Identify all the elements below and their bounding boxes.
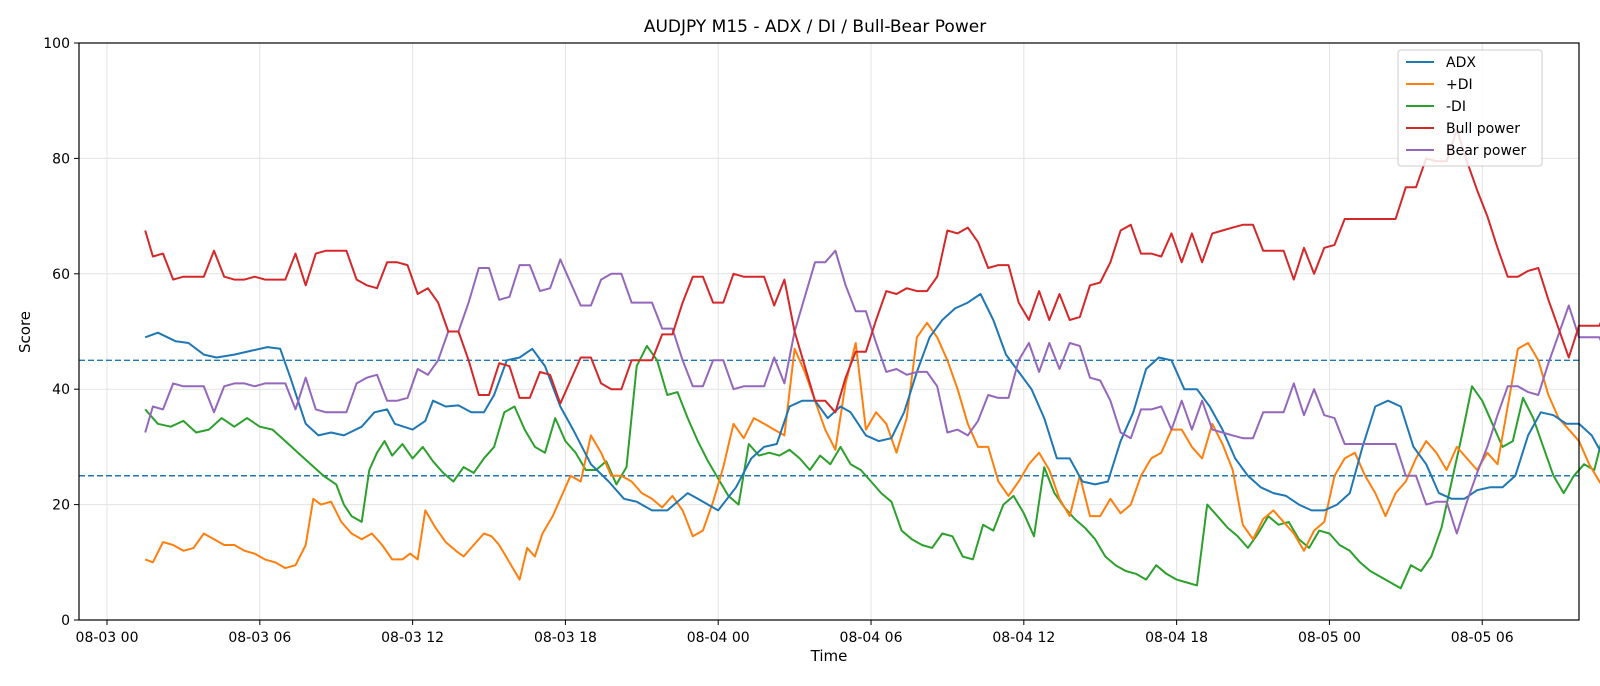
y-tick-label: 100 [43, 36, 70, 52]
x-tick-label: 08-05 06 [1451, 630, 1514, 646]
x-tick-label: 08-04 12 [992, 630, 1055, 646]
reference-lines [79, 359, 1579, 477]
x-tick-label: 08-03 00 [76, 630, 139, 646]
series-line--di [144, 321, 1600, 581]
y-tick-label: 60 [52, 267, 70, 283]
x-tick-label: 08-03 18 [534, 630, 597, 646]
series-layer [144, 128, 1600, 590]
x-tick-label: 08-04 06 [840, 630, 903, 646]
series-line-adx [144, 293, 1600, 512]
x-axis-ticks: 08-03 00 08-03 06 08-03 12 08-03 18 08-04 00… [76, 620, 1514, 646]
legend-box [1397, 49, 1543, 167]
y-axis-title: Score [16, 311, 34, 353]
legend-label: Bear power [1446, 143, 1527, 159]
series-line-bull-power [144, 128, 1600, 414]
x-tick-label: 08-04 00 [687, 630, 750, 646]
x-tick-label: 08-03 12 [381, 630, 444, 646]
y-axis-ticks: 0 20 40 60 80 100 [43, 36, 79, 629]
legend-label: +DI [1446, 77, 1473, 93]
y-tick-label: 80 [52, 151, 70, 167]
y-tick-label: 20 [52, 498, 70, 514]
legend-label: ADX [1446, 55, 1476, 71]
plot-frame [78, 42, 1580, 621]
y-tick-label: 0 [61, 613, 70, 629]
y-tick-label: 40 [52, 382, 70, 398]
legend-label: Bull power [1446, 121, 1520, 137]
series-line--di [144, 344, 1600, 590]
x-tick-label: 08-03 06 [228, 630, 291, 646]
legend-label: -DI [1446, 99, 1466, 115]
legend: ADX +DI -DI Bull power Bear power [1397, 49, 1543, 167]
grid [79, 42, 1579, 621]
x-tick-label: 08-04 18 [1145, 630, 1208, 646]
x-tick-label: 08-05 00 [1298, 630, 1361, 646]
series-line-bear-power [144, 249, 1600, 535]
chart-title: AUDJPY M15 - ADX / DI / Bull-Bear Power [644, 17, 986, 37]
x-axis-title: Time [810, 647, 848, 665]
